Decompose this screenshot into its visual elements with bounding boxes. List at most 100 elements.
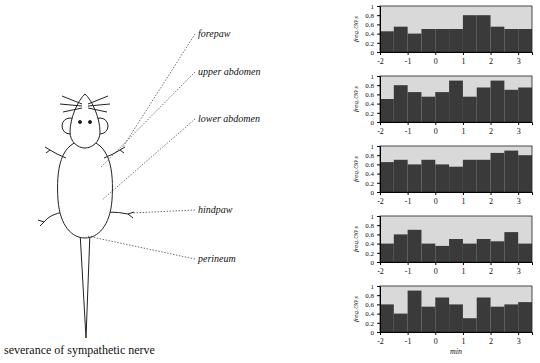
rat-eye <box>89 121 92 124</box>
x-tick-mark <box>435 52 436 55</box>
x-tick: 3 <box>517 122 521 136</box>
y-tick-label: 0.2 <box>365 180 374 188</box>
bar <box>477 239 491 262</box>
y-tick-label: 1 <box>371 283 375 291</box>
y-tick: 0.4 <box>365 100 380 108</box>
x-tick-label: 3 <box>517 337 521 346</box>
x-tick: -1 <box>405 192 412 206</box>
y-tick: 0.8 <box>365 12 380 20</box>
y-tick: 1 <box>371 73 381 81</box>
plot-background <box>380 76 532 122</box>
y-tick-label: 0.8 <box>365 82 374 90</box>
x-tick-label: 1 <box>461 197 465 206</box>
x-tick-label: -1 <box>405 57 412 66</box>
bar <box>380 31 394 52</box>
x-axis: -2-10123 <box>377 52 532 66</box>
x-tick-mark <box>408 192 409 195</box>
y-tick-mark <box>377 24 380 25</box>
x-tick: -2 <box>377 332 384 346</box>
x-tick: 2 <box>489 262 493 276</box>
y-tick-mark <box>377 262 380 263</box>
y-tick: 0 <box>371 119 381 127</box>
x-tick-mark <box>435 192 436 195</box>
y-tick-label: 0.8 <box>365 12 374 20</box>
x-tick-mark <box>518 122 519 125</box>
x-tick-mark <box>408 122 409 125</box>
bar <box>491 27 505 52</box>
x-tick-mark <box>491 262 492 265</box>
rat-whiskers <box>60 96 110 112</box>
x-tick: -2 <box>377 52 384 66</box>
x-axis-line <box>381 53 533 56</box>
y-tick: 0.8 <box>365 152 380 160</box>
y-tick-label: 0.2 <box>365 110 374 118</box>
rat-tail <box>80 232 90 338</box>
x-tick-mark <box>380 332 381 335</box>
leader-line <box>102 119 195 200</box>
x-tick: 0 <box>434 122 438 136</box>
y-tick-label: 0.6 <box>365 21 374 29</box>
y-tick-label: 0.6 <box>365 301 374 309</box>
panel: 00.20.40.60.81-2-10123freq./30 s <box>352 213 533 276</box>
x-tick-mark <box>380 122 381 125</box>
y-tick: 1 <box>371 283 381 291</box>
bar <box>518 88 532 123</box>
y-tick-mark <box>377 122 380 123</box>
plot-frame <box>380 146 532 192</box>
y-tick-mark <box>377 85 380 86</box>
x-tick-label: 3 <box>517 57 521 66</box>
bar <box>394 27 408 52</box>
y-tick-mark <box>377 295 380 296</box>
x-tick-mark <box>518 52 519 55</box>
y-tick: 0.6 <box>365 91 380 99</box>
bar <box>408 291 422 332</box>
bar <box>504 151 518 192</box>
y-tick-mark <box>377 34 380 35</box>
x-tick: 2 <box>489 332 493 346</box>
bar <box>421 244 435 262</box>
y-tick-label: 0 <box>371 259 375 267</box>
y-axis-line <box>377 7 381 53</box>
bar <box>491 153 505 192</box>
x-tick-label: 0 <box>434 337 438 346</box>
x-tick: -1 <box>405 52 412 66</box>
y-tick-mark <box>377 174 380 175</box>
bar <box>463 318 477 332</box>
x-tick-label: 2 <box>489 337 493 346</box>
x-tick-label: 1 <box>461 127 465 136</box>
x-axis-line <box>381 193 533 196</box>
y-tick-label: 0.6 <box>365 91 374 99</box>
bar <box>408 230 422 262</box>
x-tick-mark <box>491 52 492 55</box>
y-tick-mark <box>377 234 380 235</box>
bar <box>408 164 422 192</box>
bar <box>504 90 518 122</box>
y-tick-mark <box>377 225 380 226</box>
y-tick: 0.2 <box>365 320 380 328</box>
bar <box>394 85 408 122</box>
y-tick-label: 0.4 <box>365 240 374 248</box>
bar <box>463 15 477 52</box>
x-tick: -1 <box>405 262 412 276</box>
leader-line <box>100 72 195 168</box>
y-tick: 0.6 <box>365 231 380 239</box>
bar <box>477 15 491 52</box>
y-tick-label: 0.4 <box>365 100 374 108</box>
y-tick: 0.2 <box>365 40 380 48</box>
y-tick-label: 1 <box>371 143 375 151</box>
x-tick-mark <box>463 332 464 335</box>
x-tick-mark <box>380 52 381 55</box>
y-tick-label: 0.2 <box>365 40 374 48</box>
y-axis-title: freq./30 s <box>352 16 360 42</box>
y-axis: 00.20.40.60.81 <box>365 143 380 197</box>
x-tick-label: 2 <box>489 197 493 206</box>
panel-label: lower abdomen <box>198 113 260 124</box>
bar <box>463 97 477 122</box>
x-tick: -2 <box>377 262 384 276</box>
bar <box>408 34 422 52</box>
y-axis-title: freq./30 s <box>352 296 360 322</box>
y-tick-mark <box>377 314 380 315</box>
bar <box>435 29 449 52</box>
x-axis-title: min <box>450 347 462 356</box>
y-tick-label: 0 <box>371 49 375 57</box>
